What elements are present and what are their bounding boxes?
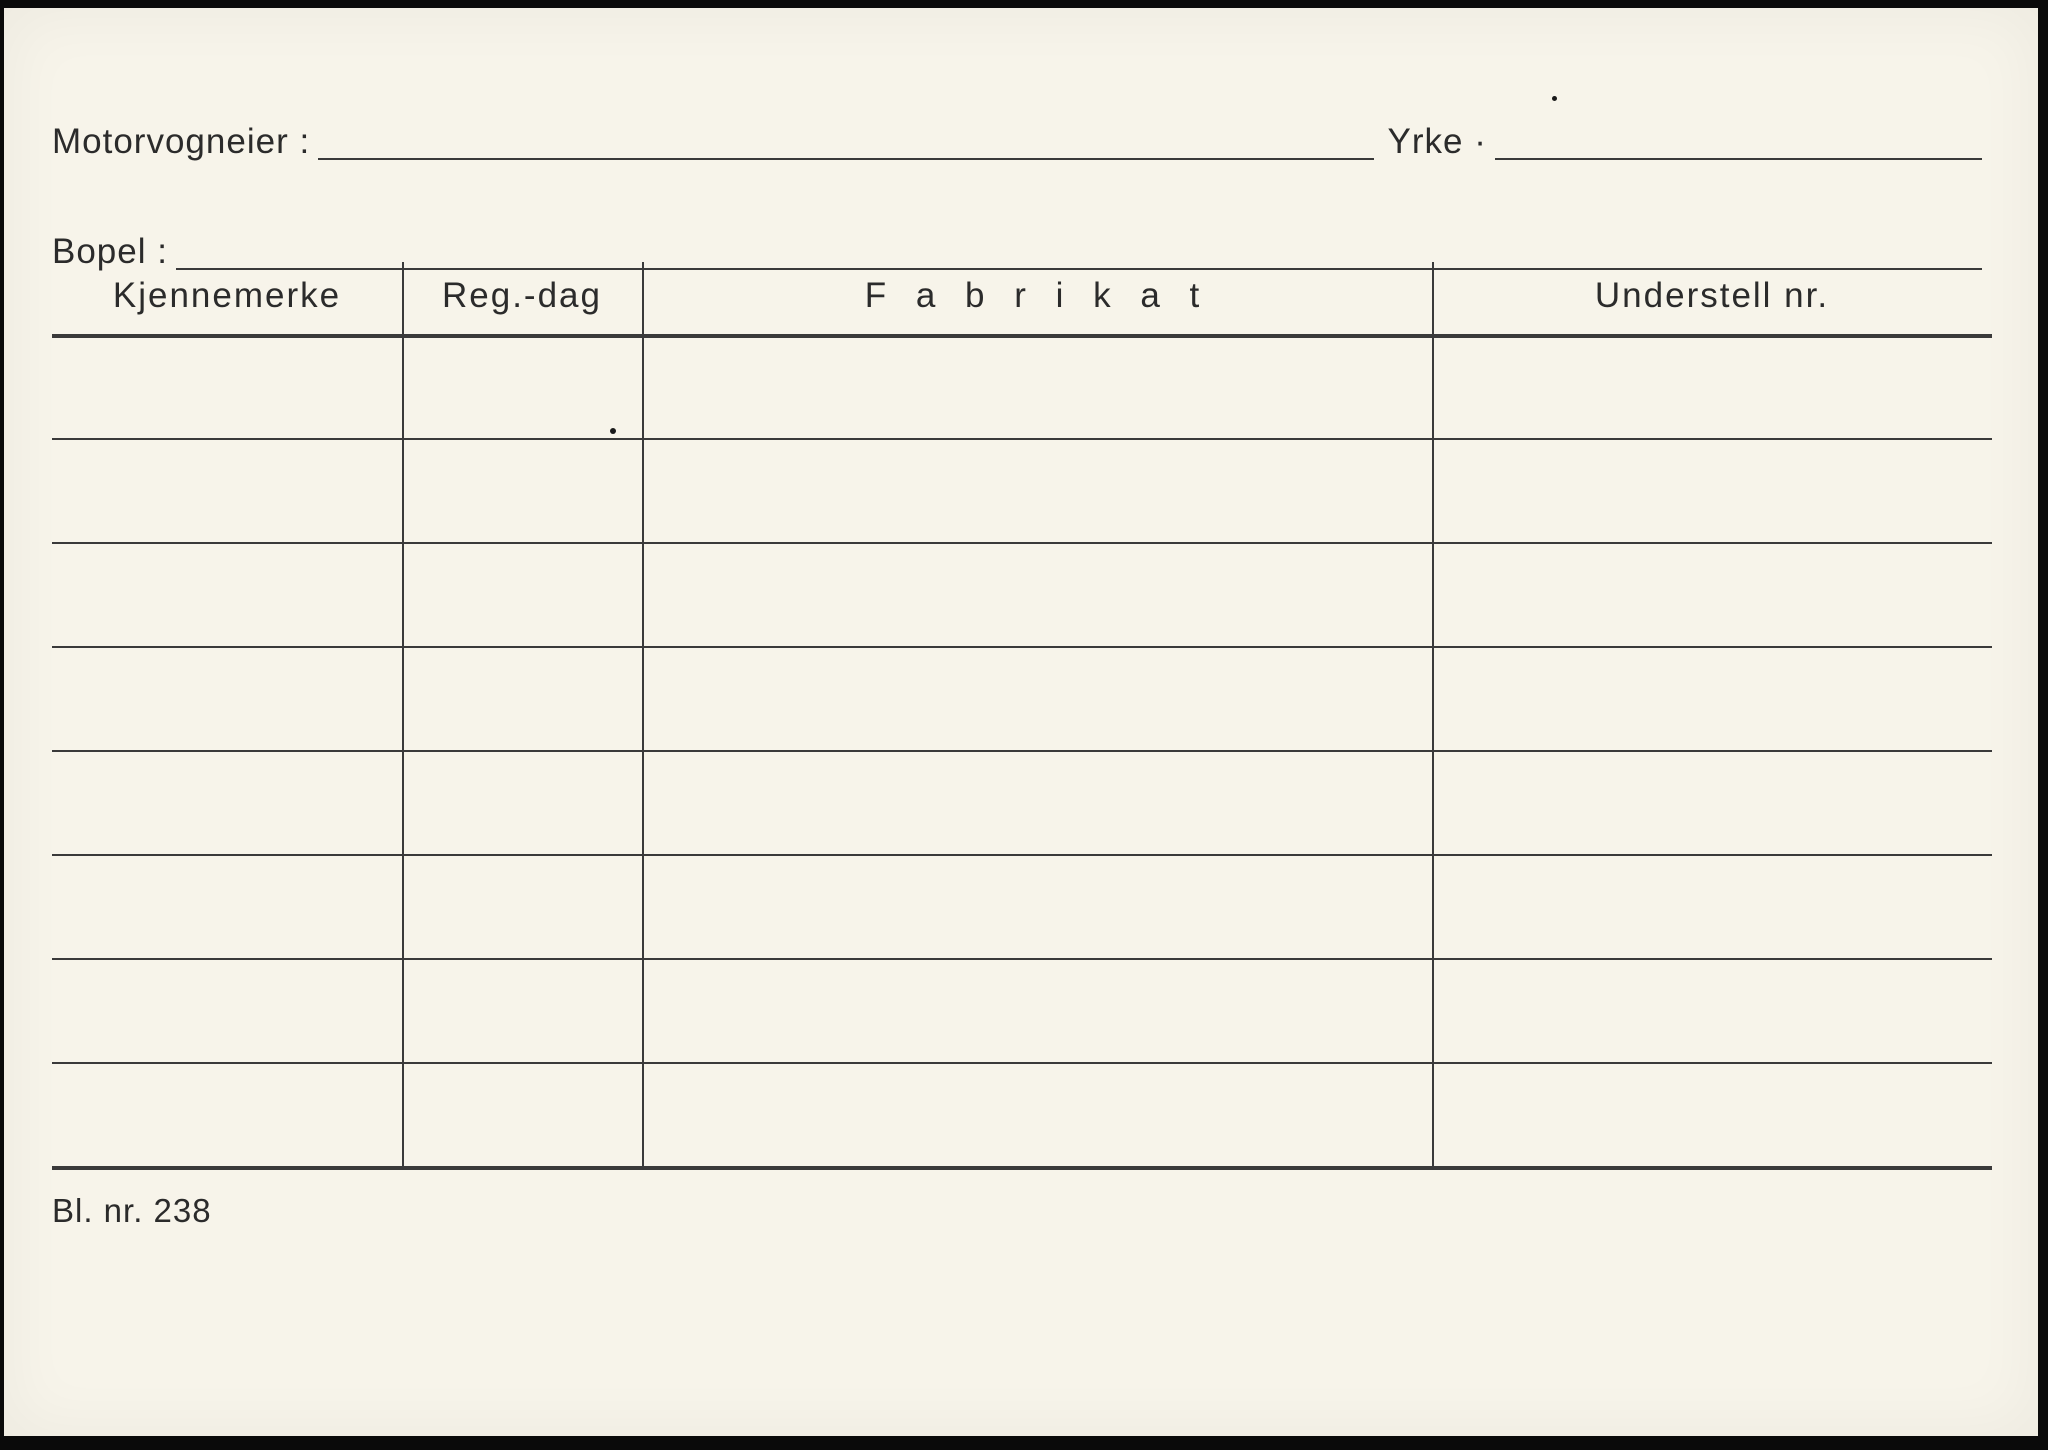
row-rule-6 <box>52 958 1992 960</box>
owner-profession-row: Motorvogneier : Yrke · <box>52 122 1982 164</box>
residence-label: Bopel : <box>52 232 176 274</box>
profession-line <box>1495 158 1982 160</box>
col-header-understell: Understell nr. <box>1432 276 1992 316</box>
row-rule-5 <box>52 854 1992 856</box>
row-rule-2 <box>52 542 1992 544</box>
col-divider-1 <box>402 262 404 1166</box>
residence-line <box>176 268 1982 270</box>
row-rule-3 <box>52 646 1992 648</box>
row-rule-1 <box>52 438 1992 440</box>
header-rule <box>52 334 1992 338</box>
speck-dot <box>1552 96 1557 101</box>
row-rule-7 <box>52 1062 1992 1064</box>
owner-line <box>318 158 1373 160</box>
col-header-regdag: Reg.-dag <box>402 276 642 316</box>
scanned-card: Motorvogneier : Yrke · Bopel : Kjennemer… <box>4 8 2038 1436</box>
form-number: Bl. nr. 238 <box>52 1192 212 1230</box>
owner-label: Motorvogneier : <box>52 122 318 164</box>
col-header-fabrikat: F a b r i k a t <box>642 276 1432 316</box>
form-card: Motorvogneier : Yrke · Bopel : Kjennemer… <box>52 62 1992 1392</box>
row-rule-4 <box>52 750 1992 752</box>
residence-row: Bopel : <box>52 232 1982 274</box>
col-header-kjennemerke: Kjennemerke <box>52 276 402 316</box>
ink-speck <box>610 428 616 434</box>
bottom-rule <box>52 1166 1992 1170</box>
col-divider-3 <box>1432 262 1434 1166</box>
profession-label: Yrke · <box>1374 122 1495 164</box>
col-divider-2 <box>642 262 644 1166</box>
